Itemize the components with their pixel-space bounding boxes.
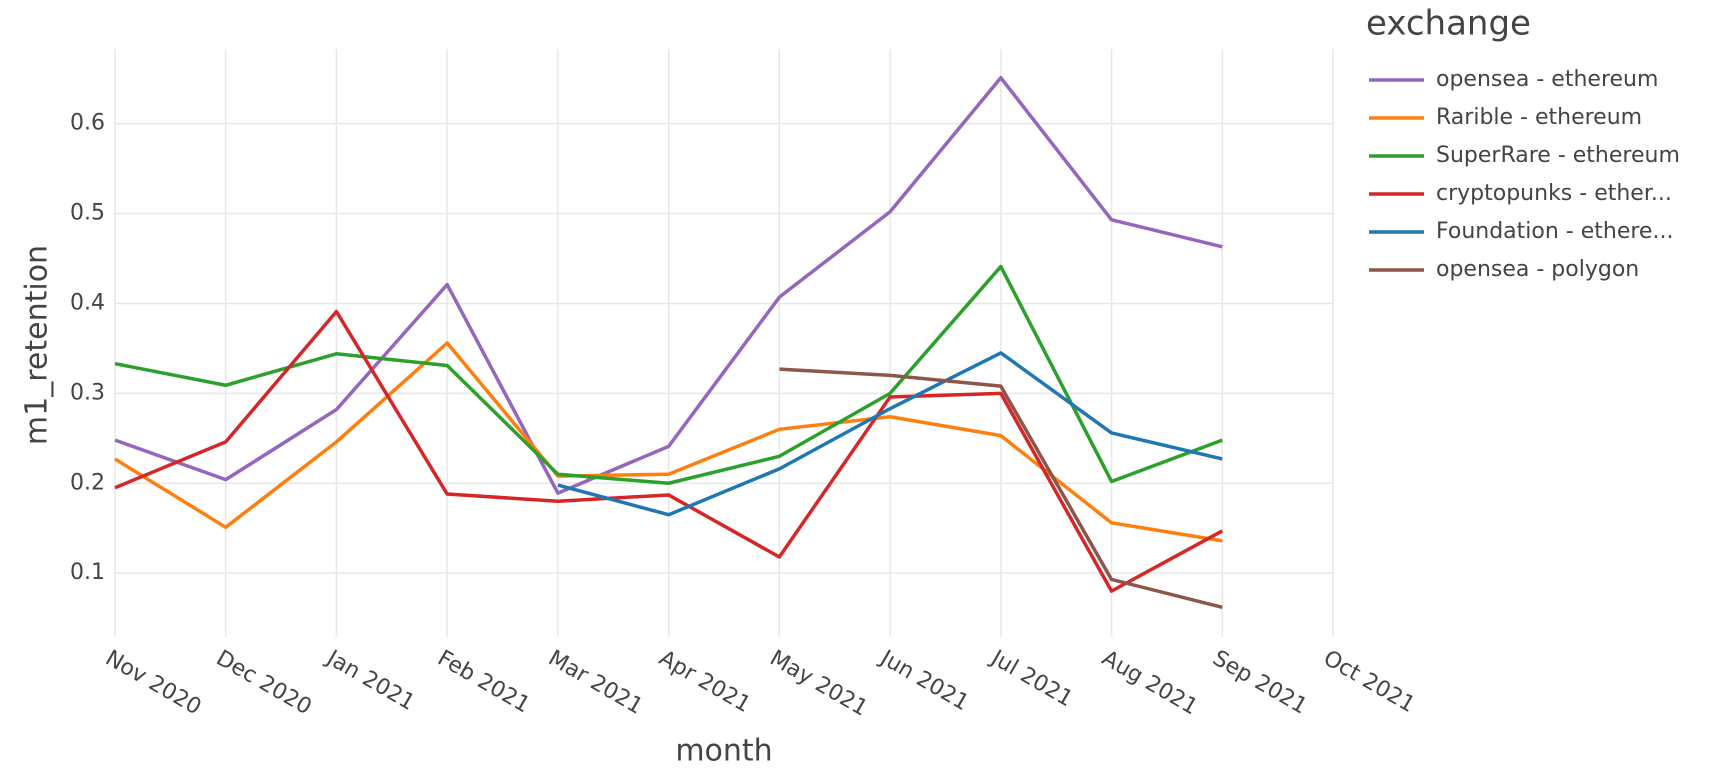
y-tick-label: 0.5 [70, 201, 105, 226]
x-tick-label: Mar 2021 [544, 646, 647, 720]
legend-label: opensea - polygon [1436, 257, 1639, 282]
legend-title: exchange [1366, 4, 1531, 44]
series-line [557, 351, 1223, 517]
legend-label: Foundation - ethere... [1436, 219, 1673, 244]
x-tick-label: Jan 2021 [321, 645, 419, 716]
legend-label: cryptopunks - ether... [1436, 181, 1672, 206]
x-axis-title: month [675, 734, 772, 769]
x-tick-label: Nov 2020 [101, 646, 205, 721]
series-line [779, 367, 1223, 610]
x-tick-label: Aug 2021 [1098, 646, 1202, 721]
y-axis-title: m1_retention [20, 245, 55, 445]
x-tick-label: Feb 2021 [433, 646, 534, 719]
series-line [114, 264, 1223, 486]
legend-label: Rarible - ethereum [1436, 105, 1642, 130]
y-tick-label: 0.3 [70, 380, 105, 405]
y-tick-label: 0.4 [70, 290, 105, 315]
x-tick-label: Dec 2020 [212, 646, 316, 720]
series-line [114, 309, 1224, 593]
x-tick-label: Jun 2021 [874, 645, 973, 716]
x-tick-label: May 2021 [765, 646, 871, 722]
legend-label: opensea - ethereum [1436, 67, 1658, 92]
x-tick-label: Oct 2021 [1319, 646, 1419, 718]
y-tick-label: 0.1 [70, 560, 105, 585]
x-tick-label: Apr 2021 [655, 646, 755, 718]
x-tick-label: Sep 2021 [1208, 646, 1311, 720]
y-tick-label: 0.2 [70, 470, 105, 495]
series-line [114, 341, 1223, 543]
x-tick-label: Jul 2021 [985, 645, 1077, 712]
series-line [114, 76, 1223, 495]
legend-label: SuperRare - ethereum [1436, 143, 1680, 168]
y-tick-label: 0.6 [70, 111, 105, 136]
